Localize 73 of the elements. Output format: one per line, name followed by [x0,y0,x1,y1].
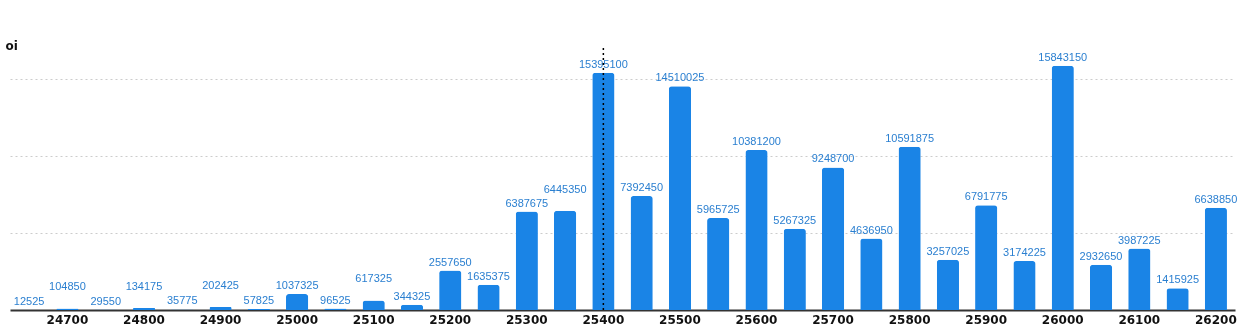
data-label: 15395100 [578,57,628,70]
bar [821,167,845,310]
data-label: 5965725 [696,203,740,216]
x-tick-label: 25200 [429,312,472,327]
data-label: 104850 [49,280,86,293]
data-label: 15843150 [1038,50,1088,63]
data-label: 14510025 [655,71,705,84]
bar [936,259,959,310]
y-axis-title: oi [5,38,18,53]
bar [783,228,806,310]
data-label: 6387675 [505,196,549,209]
data-label: 344325 [393,289,431,302]
data-label: 10381200 [732,135,781,148]
x-tick-label: 24800 [123,312,165,327]
x-tick-label: 24900 [199,312,242,327]
data-label: 1635375 [467,269,510,282]
x-tick-label: 25800 [888,312,931,327]
bar [286,294,309,310]
data-label: 134175 [125,279,163,292]
x-tick-label: 26000 [1041,312,1084,327]
bar [1013,261,1036,310]
x-tick-label: 26200 [1194,312,1237,327]
x-tick-label: 25100 [352,312,395,327]
bar [975,205,998,310]
data-label: 2932650 [1079,249,1123,262]
data-label: 7392450 [620,181,664,194]
data-label: 1037325 [275,279,319,292]
data-label: 2557650 [428,255,472,268]
x-tick-label: 25500 [659,312,701,327]
data-label: 3257025 [926,244,970,257]
bar [132,307,156,310]
data-label: 57825 [243,294,275,307]
x-tick-label: 25000 [276,312,318,327]
bar [1204,207,1227,310]
data-label: 6791775 [964,190,1008,203]
x-tick-label: 25900 [965,312,1008,327]
data-label: 96525 [320,293,351,306]
bar [1051,65,1074,310]
bar [707,218,730,310]
data-label: 29550 [90,294,121,307]
x-tick-label: 25600 [735,312,778,327]
bar [745,150,768,310]
bar [1128,248,1151,310]
bar [1089,264,1113,310]
data-label: 9248700 [811,152,855,165]
bar [898,146,921,310]
data-label: 4636950 [849,223,893,236]
bar [592,72,615,310]
bar [439,270,462,310]
bar [477,284,500,310]
data-label: 6638850 [1194,192,1238,205]
data-label: 6445350 [543,182,587,195]
data-label: 35775 [166,294,198,307]
x-tick-label: 26100 [1118,312,1161,327]
x-tick-label: 24700 [46,312,89,327]
data-label: 617325 [355,272,393,285]
bar [553,210,577,310]
bar [668,86,692,310]
data-label: 12525 [13,294,45,307]
bar [209,306,232,310]
data-label: 3174225 [1003,246,1046,259]
data-label: 202425 [202,278,239,291]
bar [515,211,538,310]
x-tick-label: 25700 [812,312,854,327]
data-label: 1415925 [1156,273,1199,286]
data-label: 5267325 [773,213,817,226]
bar [630,196,653,310]
bar [1166,288,1189,310]
data-label: 3987225 [1117,233,1161,246]
bar [860,238,883,310]
x-tick-label: 25400 [582,312,625,327]
data-label: 10591875 [885,131,935,144]
x-tick-label: 25300 [505,312,548,327]
